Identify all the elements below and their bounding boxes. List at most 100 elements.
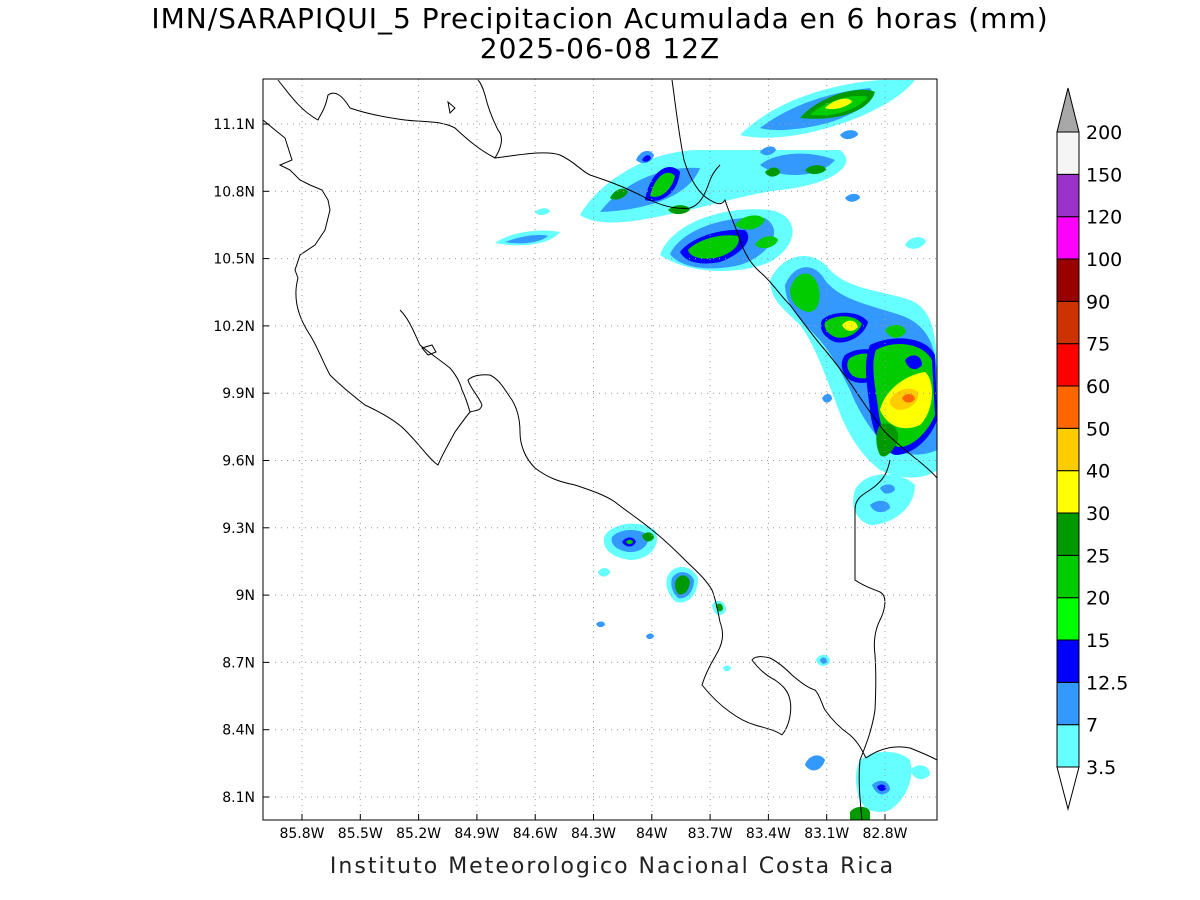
precip-area xyxy=(505,234,548,244)
map-background xyxy=(263,79,937,820)
colorbar-swatch xyxy=(1056,258,1080,302)
y-tick-label: 10.5N xyxy=(213,252,255,268)
colorbar-swatch xyxy=(1056,427,1080,472)
precip-area xyxy=(825,98,852,110)
precip-area xyxy=(596,621,605,628)
colorbar-label: 25 xyxy=(1086,545,1110,567)
precip-area xyxy=(853,474,915,525)
precip-area xyxy=(877,784,886,792)
colorbar-swatch xyxy=(1056,470,1080,514)
x-tick-label: 83.1W xyxy=(804,826,849,842)
gridlines xyxy=(263,79,937,820)
precip-area xyxy=(850,806,870,820)
precip-area xyxy=(790,273,820,312)
coastline-nicoya xyxy=(399,309,471,413)
y-tick-label: 9.3N xyxy=(222,521,255,537)
y-tick-label: 10.2N xyxy=(213,319,255,335)
precip-area xyxy=(626,539,633,545)
border-nicaragua xyxy=(494,152,721,209)
colorbar-swatch xyxy=(1056,597,1080,641)
precip-area xyxy=(760,146,776,156)
colorbar-label: 15 xyxy=(1086,630,1110,652)
colorbar-label: 50 xyxy=(1086,418,1110,440)
colorbar-label: 40 xyxy=(1086,461,1110,483)
precip-area xyxy=(822,393,832,403)
y-tick-label: 10.8N xyxy=(213,184,255,200)
colorbar-label: 30 xyxy=(1086,503,1110,525)
x-tick-label: 85.5W xyxy=(338,826,383,842)
colorbar-label: 200 xyxy=(1086,122,1122,144)
x-tick-label: 85.2W xyxy=(396,826,441,842)
colorbar-swatch xyxy=(1056,724,1080,768)
precip-area xyxy=(876,423,899,457)
precip-area xyxy=(650,172,675,197)
x-tick-label: 85.8W xyxy=(279,826,324,842)
precip-area xyxy=(905,237,926,249)
y-tick-label: 9.6N xyxy=(222,454,255,470)
lake-islet xyxy=(447,100,456,115)
colorbar-swatch xyxy=(1056,300,1080,345)
y-tick-label: 8.4N xyxy=(222,723,255,739)
colorbar-swatch xyxy=(1056,681,1080,726)
islet-nicoya xyxy=(421,344,437,356)
precip-area xyxy=(870,500,890,513)
precip-area xyxy=(735,215,765,230)
colorbar-label: 60 xyxy=(1086,376,1110,398)
coastline-panama-east xyxy=(865,746,938,761)
coastlines xyxy=(262,79,938,821)
precipitation-field xyxy=(495,80,937,820)
colorbar-swatch xyxy=(1056,131,1080,175)
precip-area xyxy=(845,193,860,202)
precip-area xyxy=(840,130,858,140)
precip-area xyxy=(755,236,778,249)
x-tick-label: 83.4W xyxy=(746,826,791,842)
x-tick-label: 84.9W xyxy=(454,826,499,842)
colorbar-swatch xyxy=(1056,512,1080,556)
x-tick-label: 83.7W xyxy=(688,826,733,842)
precip-area xyxy=(535,208,550,215)
precip-area xyxy=(674,575,690,595)
colorbar-under-arrow xyxy=(1056,766,1080,811)
coastline-golfo-dulce xyxy=(751,656,867,759)
precip-area xyxy=(688,235,739,259)
colorbar-label: 12.5 xyxy=(1086,672,1128,694)
precip-area xyxy=(642,155,651,162)
colorbar-swatch xyxy=(1056,216,1080,260)
colorbar-swatch xyxy=(1056,639,1080,683)
x-tick-label: 84W xyxy=(636,826,668,842)
colorbar-label: 75 xyxy=(1086,334,1110,356)
precip-area xyxy=(905,355,922,370)
coastline-pacific-north xyxy=(262,119,331,279)
footer-credit: Instituto Meteorologico Nacional Costa R… xyxy=(329,854,896,879)
map-subtitle-datetime: 2025-06-08 12Z xyxy=(479,32,721,65)
colorbar-legend: 3.5 7 12.5 15 20 25 30 40 50 60 75 90 100 120 150 200 xyxy=(1056,87,1128,811)
colorbar-label: 20 xyxy=(1086,588,1110,610)
colorbar-swatch xyxy=(1056,554,1080,599)
precip-area xyxy=(885,324,906,338)
coastline-pacific-south xyxy=(295,277,783,736)
y-tick-labels: 11.1N 10.8N 10.5N 10.2N 9.9N 9.6N 9.3N 9N 8.7N 8.… xyxy=(213,117,269,806)
y-tick-label: 8.7N xyxy=(222,655,255,671)
map-frame xyxy=(262,78,938,821)
precip-area xyxy=(805,755,825,771)
colorbar-label: 150 xyxy=(1086,164,1122,186)
precip-area xyxy=(902,393,915,403)
x-tick-label: 84.3W xyxy=(571,826,616,842)
colorbar-label: 7 xyxy=(1086,715,1098,737)
y-tick-label: 9.9N xyxy=(222,386,255,402)
colorbar-label: 3.5 xyxy=(1086,757,1116,779)
precip-area xyxy=(598,567,610,577)
x-tick-label: 82.8W xyxy=(862,826,907,842)
colorbar-label: 100 xyxy=(1086,249,1122,271)
colorbar-swatch xyxy=(1056,385,1080,429)
coastline-nicaragua-lake xyxy=(277,79,502,159)
x-tick-label: 84.6W xyxy=(513,826,558,842)
y-tick-label: 11.1N xyxy=(213,117,255,133)
precip-area xyxy=(642,532,654,542)
coastline-caribbean xyxy=(671,79,938,479)
x-tick-labels: 85.8W 85.5W 85.2W 84.9W 84.6W 84.3W 84W 83.7W 83… xyxy=(279,814,908,842)
precip-area xyxy=(723,665,731,672)
precip-area xyxy=(805,165,826,175)
colorbar-label: 90 xyxy=(1086,291,1110,313)
